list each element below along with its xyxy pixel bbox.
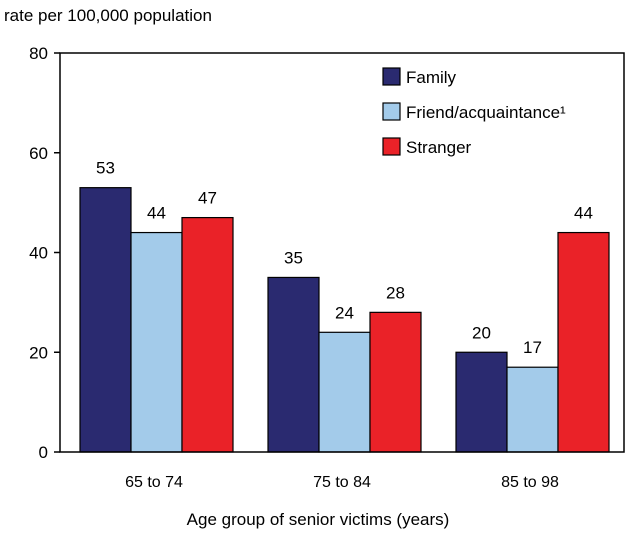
value-label: 28 xyxy=(386,283,405,302)
bar-family-75-to-84 xyxy=(267,276,320,453)
plot-frame xyxy=(59,52,625,453)
value-label: 20 xyxy=(472,323,491,342)
x-tick-label: 85 to 98 xyxy=(501,474,559,491)
bar-family-85-to-98 xyxy=(455,351,508,453)
y-axis-label: rate per 100,000 population xyxy=(4,6,212,25)
x-ticks-layer: 65 to 74 75 to 84 85 to 98 xyxy=(125,474,559,491)
value-label: 35 xyxy=(284,248,303,267)
legend: Family Friend/acquaintance¹ Stranger xyxy=(382,67,566,157)
bar-friend-acquaintance-85-to-98 xyxy=(506,366,559,453)
y-tick-label: 0 xyxy=(39,443,48,462)
legend-swatch xyxy=(382,102,401,121)
legend-swatch xyxy=(382,67,401,86)
value-labels-layer: 53 44 47 35 24 28 20 17 44 xyxy=(96,159,593,358)
y-tick-label: 40 xyxy=(29,244,48,263)
value-label: 24 xyxy=(335,303,354,322)
legend-label: Family xyxy=(406,68,457,87)
y-tick-label: 60 xyxy=(29,144,48,163)
legend-swatch xyxy=(382,137,401,156)
bar-friend-acquaintance-75-to-84 xyxy=(318,331,371,453)
bar-stranger-65-to-74 xyxy=(181,216,234,453)
y-tick-label: 80 xyxy=(29,44,48,63)
value-label: 17 xyxy=(523,338,542,357)
bar-stranger-75-to-84 xyxy=(369,311,422,453)
legend-label: Stranger xyxy=(406,138,472,157)
x-axis-label: Age group of senior victims (years) xyxy=(186,510,450,529)
x-tick-label: 65 to 74 xyxy=(125,474,183,491)
x-tick-label: 75 to 84 xyxy=(313,474,371,491)
bars-layer xyxy=(79,187,610,453)
y-tick-label: 20 xyxy=(29,343,48,362)
bar-family-65-to-74 xyxy=(79,187,132,453)
value-label: 47 xyxy=(198,189,217,208)
legend-label: Friend/acquaintance¹ xyxy=(406,103,566,122)
value-label: 53 xyxy=(96,159,115,178)
y-ticks-layer: 0 20 40 60 80 xyxy=(29,44,60,462)
value-label: 44 xyxy=(574,204,593,223)
bar-friend-acquaintance-65-to-74 xyxy=(130,231,183,453)
value-label: 44 xyxy=(147,204,166,223)
bar-stranger-85-to-98 xyxy=(557,231,610,453)
